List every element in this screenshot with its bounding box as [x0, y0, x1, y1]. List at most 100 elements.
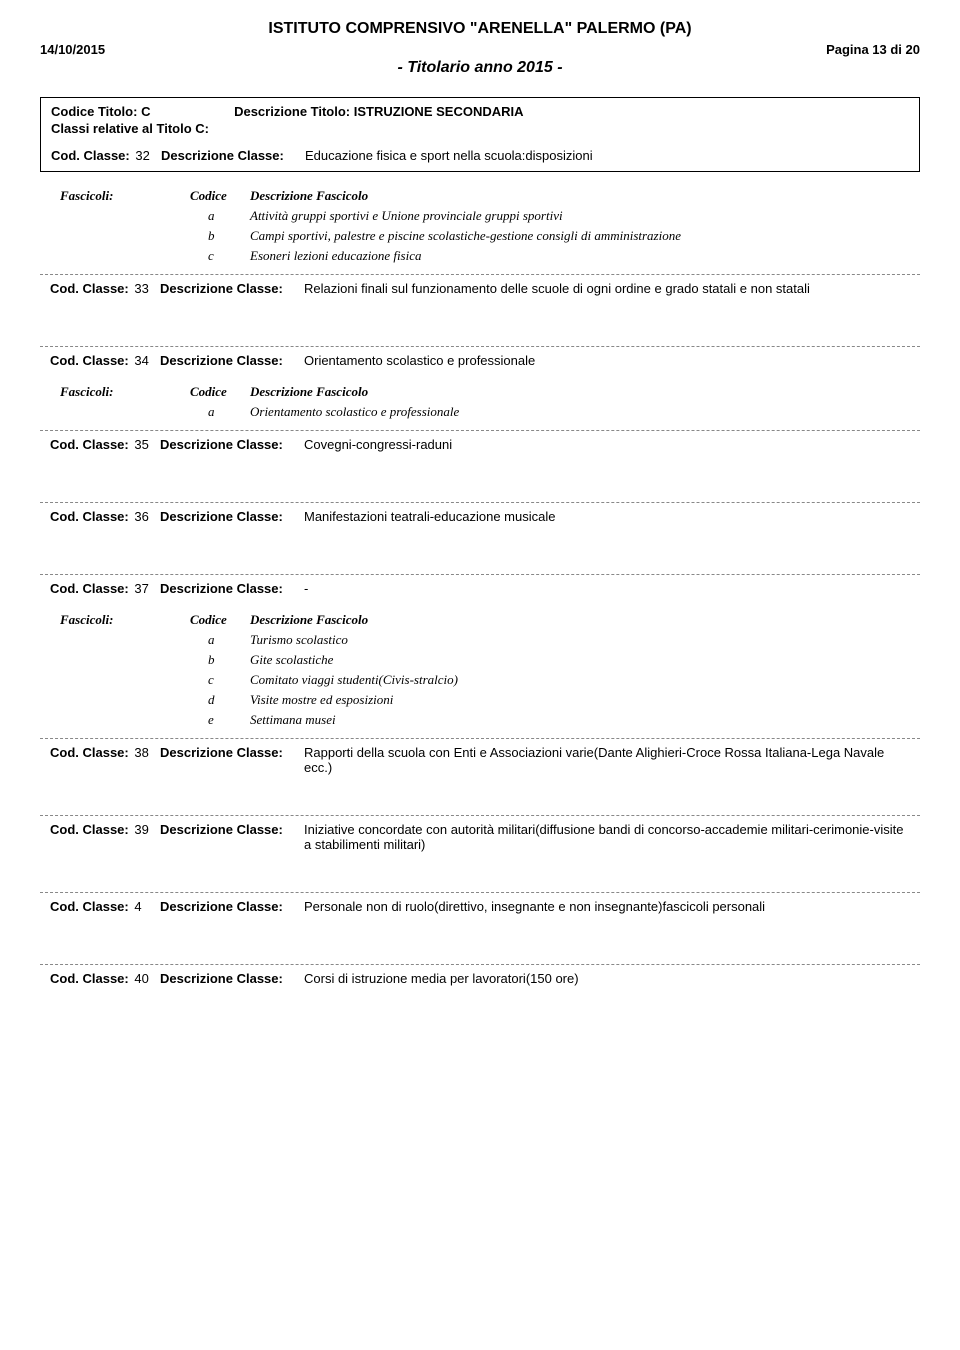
- subtitle: - Titolario anno 2015 -: [40, 59, 920, 77]
- fascicolo-text: Attività gruppi sportivi e Unione provin…: [250, 208, 920, 224]
- fascicolo-text: Visite mostre ed esposizioni: [250, 692, 920, 708]
- classi-relative-label: Classi relative al Titolo C:: [51, 121, 909, 136]
- fascicolo-code: c: [190, 248, 250, 264]
- desc-classe-text: Personale non di ruolo(direttivo, insegn…: [304, 899, 910, 914]
- fascicolo-row: c Esoneri lezioni educazione fisica: [60, 248, 920, 264]
- desc-fascicolo-header: Descrizione Fascicolo: [250, 384, 920, 400]
- desc-classe-label: Descrizione Classe:: [160, 745, 300, 775]
- classe-block: Cod. Classe: 35 Descrizione Classe: Cove…: [40, 437, 920, 452]
- desc-classe-text: Relazioni finali sul funzionamento delle…: [304, 281, 910, 296]
- desc-classe-label: Descrizione Classe:: [160, 437, 300, 452]
- desc-classe-label: Descrizione Classe:: [160, 353, 300, 368]
- desc-classe-label: Descrizione Classe:: [160, 899, 300, 914]
- classe-block: Cod. Classe: 32 Descrizione Classe: Educ…: [41, 148, 919, 163]
- cod-classe-label: Cod. Classe: 33: [50, 281, 160, 296]
- titolo-box: Codice Titolo: C Descrizione Titolo: IST…: [40, 97, 920, 172]
- fascicolo-row: a Attività gruppi sportivi e Unione prov…: [60, 208, 920, 224]
- fascicolo-text: Orientamento scolastico e professionale: [250, 404, 920, 420]
- desc-classe-label: Descrizione Classe:: [160, 581, 300, 596]
- desc-classe-text: -: [304, 581, 910, 596]
- separator: [40, 574, 920, 575]
- codice-header: Codice: [190, 612, 250, 628]
- desc-classe-label: Descrizione Classe:: [160, 509, 300, 524]
- fascicolo-text: Gite scolastiche: [250, 652, 920, 668]
- cod-classe-label: Cod. Classe: 40: [50, 971, 160, 986]
- fascicolo-row: e Settimana musei: [60, 712, 920, 728]
- codice-header: Codice: [190, 188, 250, 204]
- institution-title: ISTITUTO COMPRENSIVO "ARENELLA" PALERMO …: [40, 20, 920, 38]
- desc-classe-text: Orientamento scolastico e professionale: [304, 353, 910, 368]
- cod-classe-label: Cod. Classe: 39: [50, 822, 160, 852]
- classe-block: Cod. Classe: 4 Descrizione Classe: Perso…: [40, 899, 920, 914]
- desc-classe-text: Corsi di istruzione media per lavoratori…: [304, 971, 910, 986]
- cod-classe-label: Cod. Classe: 34: [50, 353, 160, 368]
- fascicoli-label: Fascicoli:: [60, 384, 190, 400]
- fascicoli-label: Fascicoli:: [60, 612, 190, 628]
- separator: [40, 815, 920, 816]
- codice-titolo-label: Codice Titolo:: [51, 104, 137, 119]
- page-number: Pagina 13 di 20: [826, 42, 920, 57]
- fascicoli-block: Fascicoli: Codice Descrizione Fascicolo …: [60, 384, 920, 420]
- date: 14/10/2015: [40, 42, 105, 57]
- fascicolo-row: a Orientamento scolastico e professional…: [60, 404, 920, 420]
- desc-classe-label: Descrizione Classe:: [160, 281, 300, 296]
- fascicolo-row: b Gite scolastiche: [60, 652, 920, 668]
- separator: [40, 502, 920, 503]
- fascicolo-code: a: [190, 404, 250, 420]
- fascicolo-row: d Visite mostre ed esposizioni: [60, 692, 920, 708]
- fascicoli-block: Fascicoli: Codice Descrizione Fascicolo …: [60, 188, 920, 264]
- cod-classe-label: Cod. Classe: 36: [50, 509, 160, 524]
- classe-block: Cod. Classe: 33 Descrizione Classe: Rela…: [40, 281, 920, 296]
- codice-titolo-value: C: [141, 104, 150, 119]
- fascicolo-code: b: [190, 652, 250, 668]
- cod-classe-label: Cod. Classe: 37: [50, 581, 160, 596]
- fascicolo-text: Campi sportivi, palestre e piscine scola…: [250, 228, 920, 244]
- desc-titolo-value: ISTRUZIONE SECONDARIA: [354, 104, 524, 119]
- cod-classe-label: Cod. Classe: 35: [50, 437, 160, 452]
- classe-block: Cod. Classe: 39 Descrizione Classe: Iniz…: [40, 822, 920, 852]
- desc-classe-text: Manifestazioni teatrali-educazione music…: [304, 509, 910, 524]
- codice-header: Codice: [190, 384, 250, 400]
- separator: [40, 738, 920, 739]
- fascicolo-text: Turismo scolastico: [250, 632, 920, 648]
- desc-fascicolo-header: Descrizione Fascicolo: [250, 188, 920, 204]
- fascicolo-code: b: [190, 228, 250, 244]
- separator: [40, 430, 920, 431]
- fascicolo-text: Esoneri lezioni educazione fisica: [250, 248, 920, 264]
- desc-classe-text: Covegni-congressi-raduni: [304, 437, 910, 452]
- classe-block: Cod. Classe: 36 Descrizione Classe: Mani…: [40, 509, 920, 524]
- classe-block: Cod. Classe: 38 Descrizione Classe: Rapp…: [40, 745, 920, 775]
- classe-block: Cod. Classe: 37 Descrizione Classe: -: [40, 581, 920, 596]
- fascicolo-code: c: [190, 672, 250, 688]
- desc-classe-text: Iniziative concordate con autorità milit…: [304, 822, 910, 852]
- separator: [40, 892, 920, 893]
- separator: [40, 964, 920, 965]
- desc-classe-text: Educazione fisica e sport nella scuola:d…: [305, 148, 909, 163]
- fascicoli-block: Fascicoli: Codice Descrizione Fascicolo …: [60, 612, 920, 728]
- fascicolo-code: a: [190, 208, 250, 224]
- classe-block: Cod. Classe: 34 Descrizione Classe: Orie…: [40, 353, 920, 368]
- titolo-row: Codice Titolo: C Descrizione Titolo: IST…: [51, 104, 909, 119]
- fascicolo-code: e: [190, 712, 250, 728]
- desc-classe-label: Descrizione Classe:: [160, 822, 300, 852]
- desc-classe-label: Descrizione Classe:: [160, 971, 300, 986]
- desc-classe-label: Descrizione Classe:: [161, 148, 301, 163]
- cod-classe-label: Cod. Classe: 32: [51, 148, 161, 163]
- desc-fascicolo-header: Descrizione Fascicolo: [250, 612, 920, 628]
- desc-classe-text: Rapporti della scuola con Enti e Associa…: [304, 745, 910, 775]
- cod-classe-label: Cod. Classe: 38: [50, 745, 160, 775]
- fascicolo-row: a Turismo scolastico: [60, 632, 920, 648]
- classe-block: Cod. Classe: 40 Descrizione Classe: Cors…: [40, 971, 920, 986]
- fascicolo-text: Comitato viaggi studenti(Civis-stralcio): [250, 672, 920, 688]
- separator: [40, 274, 920, 275]
- cod-classe-label: Cod. Classe: 4: [50, 899, 160, 914]
- fascicolo-code: d: [190, 692, 250, 708]
- separator: [40, 346, 920, 347]
- fascicoli-label: Fascicoli:: [60, 188, 190, 204]
- fascicolo-code: a: [190, 632, 250, 648]
- meta-row: 14/10/2015 Pagina 13 di 20: [40, 42, 920, 57]
- fascicolo-row: b Campi sportivi, palestre e piscine sco…: [60, 228, 920, 244]
- fascicolo-row: c Comitato viaggi studenti(Civis-stralci…: [60, 672, 920, 688]
- desc-titolo-label: Descrizione Titolo:: [234, 104, 350, 119]
- fascicolo-text: Settimana musei: [250, 712, 920, 728]
